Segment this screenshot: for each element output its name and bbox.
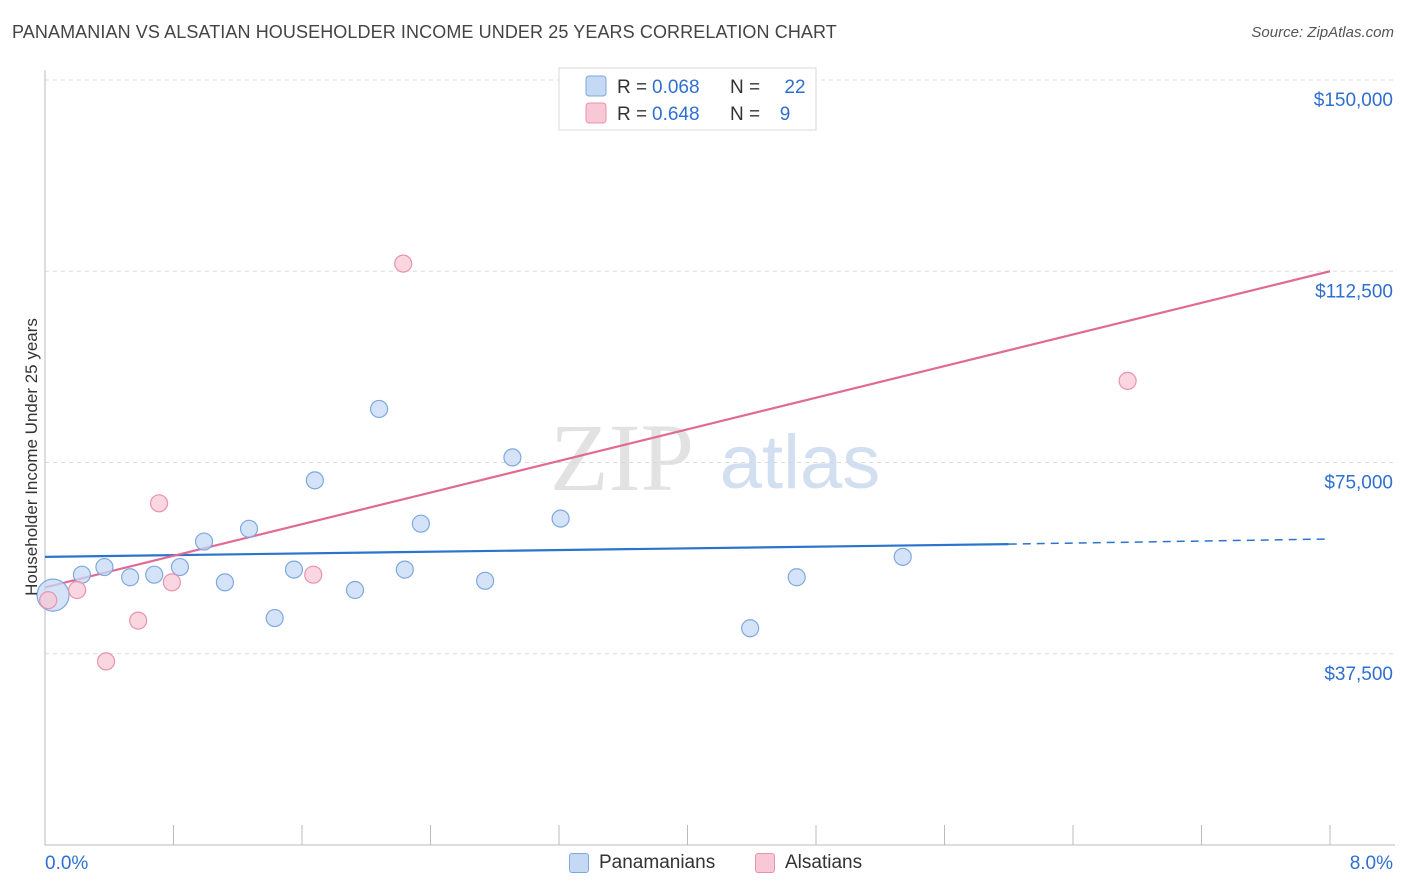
- watermark: ZIP atlas: [550, 404, 880, 511]
- trend-lines: [44, 270, 1331, 589]
- stats-swatch-alsatians: [585, 102, 607, 124]
- point-alsatians-1: [68, 580, 87, 600]
- series-legend: Panamanians Alsatians: [0, 852, 1406, 878]
- gridlines: [45, 79, 1395, 655]
- legend-swatch-alsatians: [755, 853, 775, 873]
- stats-n-label-alsatians: N =: [730, 104, 760, 125]
- y-tick-labels: $37,500 $75,000 $112,500 $150,000: [1314, 90, 1393, 685]
- axes: [44, 70, 1395, 846]
- stats-n-value-panamanians: 22: [784, 77, 805, 98]
- source-value: ZipAtlas.com: [1307, 24, 1394, 41]
- stats-r-label-panamanians: R =: [617, 77, 647, 98]
- stats-n-label-panamanians: N =: [730, 77, 760, 98]
- point-alsatians-6: [304, 565, 323, 584]
- y-tick-label-3: $150,000: [1314, 90, 1393, 111]
- x-tick-labels: 0.0% 8.0%: [45, 853, 1393, 874]
- point-panamanians-11: [305, 471, 324, 490]
- point-panamanians-10: [284, 560, 304, 579]
- legend-label-alsatians: Alsatians: [785, 852, 863, 873]
- point-panamanians-21: [893, 547, 912, 566]
- point-panamanians-16: [476, 571, 495, 590]
- point-panamanians-19: [741, 619, 760, 638]
- point-panamanians-2: [95, 557, 114, 577]
- point-alsatians-0: [39, 591, 58, 610]
- y-tick-label-1: $75,000: [1324, 473, 1393, 494]
- point-panamanians-4: [145, 565, 164, 584]
- legend-item-panamanians[interactable]: Panamanians: [569, 852, 715, 874]
- chart-title: PANAMANIAN VS ALSATIAN HOUSEHOLDER INCOM…: [12, 22, 837, 42]
- stats-swatch-panamanians: [585, 75, 607, 97]
- point-panamanians-7: [215, 573, 234, 592]
- point-panamanians-1: [72, 565, 92, 584]
- point-panamanians-12: [345, 580, 365, 600]
- data-points: [36, 254, 1137, 671]
- point-alsatians-8: [1118, 371, 1137, 390]
- point-alsatians-5: [162, 573, 181, 592]
- stats-n-value-alsatians: 9: [780, 104, 791, 125]
- trend-line-panamanians: [44, 543, 1009, 558]
- point-alsatians-4: [149, 494, 169, 513]
- legend-label-panamanians: Panamanians: [599, 852, 716, 873]
- trend-line-panamanians-extension: [1008, 538, 1331, 545]
- x-tick-label-0: 0.0%: [45, 853, 88, 874]
- point-panamanians-9: [265, 608, 284, 628]
- point-panamanians-13: [370, 399, 389, 419]
- point-panamanians-8: [239, 519, 259, 538]
- point-panamanians-15: [411, 514, 430, 533]
- source-credit: Source: ZipAtlas.com: [1251, 24, 1394, 41]
- stats-r-value-panamanians: 0.068: [652, 77, 700, 98]
- x-tick-label-1: 8.0%: [1350, 853, 1393, 874]
- legend-swatch-panamanians: [569, 853, 589, 873]
- stats-legend: R = 0.068 N = 22 R = 0.648 N = 9: [558, 67, 817, 131]
- point-panamanians-18: [551, 509, 570, 528]
- point-alsatians-2: [96, 652, 116, 671]
- source-label: Source:: [1251, 24, 1304, 41]
- y-tick-label-0: $37,500: [1324, 664, 1393, 685]
- point-panamanians-5: [170, 557, 190, 577]
- y-tick-label-2: $112,500: [1315, 281, 1393, 302]
- trend-line-alsatians: [44, 270, 1331, 589]
- y-axis-label: Householder Income Under 25 years: [22, 318, 41, 596]
- point-alsatians-3: [129, 611, 148, 630]
- watermark-atlas: atlas: [720, 420, 881, 505]
- stats-r-value-alsatians: 0.648: [652, 104, 700, 125]
- point-alsatians-7: [394, 254, 413, 273]
- point-panamanians-17: [503, 448, 522, 467]
- point-panamanians-14: [395, 560, 414, 579]
- stats-r-label-alsatians: R =: [617, 104, 647, 125]
- point-panamanians-20: [787, 568, 806, 587]
- legend-item-alsatians[interactable]: Alsatians: [755, 852, 862, 874]
- point-panamanians-3: [121, 568, 140, 587]
- point-panamanians-6: [194, 532, 214, 551]
